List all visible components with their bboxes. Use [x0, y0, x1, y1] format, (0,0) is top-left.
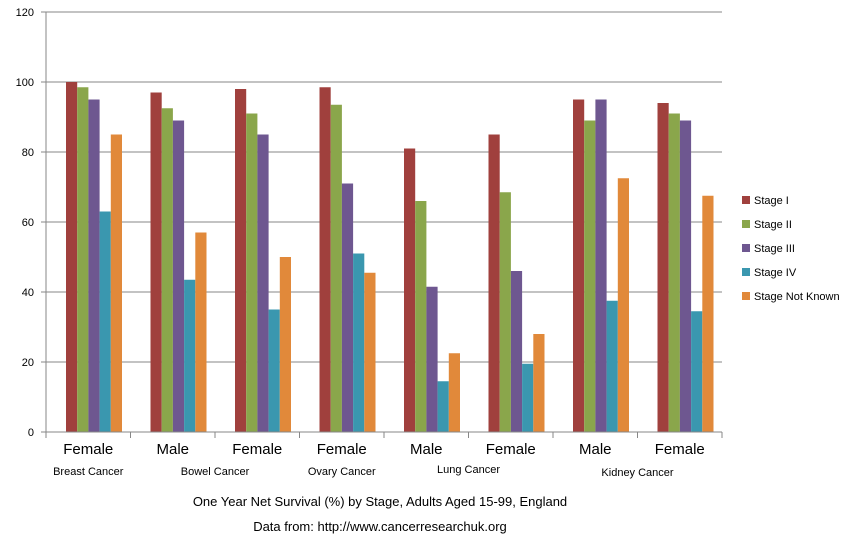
bar: [99, 211, 111, 432]
bar: [702, 195, 714, 432]
x-tick-label: Female: [63, 441, 113, 458]
x-tick-label: Male: [579, 441, 612, 458]
group-label: Ovary Cancer: [308, 466, 376, 478]
legend-swatch: [742, 196, 750, 204]
bar: [595, 99, 607, 432]
group-label: Bowel Cancer: [181, 466, 250, 478]
x-tick-label: Male: [410, 441, 443, 458]
y-tick-label: 100: [16, 77, 34, 89]
bar: [330, 104, 342, 432]
bar: [448, 353, 460, 432]
bar: [404, 148, 416, 432]
legend-label: Stage II: [754, 219, 792, 231]
bar: [279, 257, 291, 432]
x-tick-label: Female: [232, 441, 282, 458]
bar: [522, 363, 534, 432]
x-tick-label: Female: [317, 441, 367, 458]
bar: [246, 113, 258, 432]
bar: [415, 201, 427, 432]
bar: [257, 134, 269, 432]
y-tick-label: 60: [22, 217, 34, 229]
legend-swatch: [742, 268, 750, 276]
y-tick-label: 40: [22, 287, 34, 299]
bar: [195, 232, 207, 432]
legend-swatch: [742, 244, 750, 252]
caption-title: One Year Net Survival (%) by Stage, Adul…: [192, 494, 568, 509]
bar: [437, 381, 449, 432]
bar: [668, 113, 680, 432]
bar: [510, 271, 523, 432]
legend-swatch: [742, 220, 750, 228]
bar: [499, 192, 511, 432]
bar: [77, 87, 89, 432]
bar: [364, 272, 376, 432]
bar: [341, 183, 354, 432]
bar: [573, 99, 585, 432]
bar: [679, 120, 692, 432]
y-tick-label: 120: [16, 7, 34, 19]
axes: 0 20 40 60 80 100 120 Female Male Female Female Mal…: [16, 7, 723, 479]
legend: Stage I Stage II Stage III Stage IV Stage No…: [742, 195, 840, 303]
bar: [110, 134, 122, 432]
legend-label: Stage III: [754, 243, 795, 255]
bar: [488, 134, 500, 432]
group-label: Lung Cancer: [437, 464, 500, 476]
bar: [533, 334, 545, 432]
legend-label: Stage Not Known: [754, 291, 840, 303]
x-tick-label: Male: [156, 441, 189, 458]
bar: [268, 309, 280, 432]
legend-label: Stage I: [754, 195, 789, 207]
bar: [88, 99, 100, 432]
bar: [353, 253, 365, 432]
bar: [617, 178, 629, 432]
y-tick-label: 20: [22, 357, 34, 369]
y-tick-label: 0: [28, 427, 34, 439]
bar: [235, 89, 247, 432]
bars: [66, 82, 714, 432]
y-tick-label: 80: [22, 147, 34, 159]
group-label: Kidney Cancer: [601, 467, 673, 479]
legend-swatch: [742, 292, 750, 300]
bar: [319, 87, 331, 432]
bar: [426, 286, 438, 432]
bar: [172, 120, 185, 432]
bar: [584, 120, 596, 432]
legend-label: Stage IV: [754, 267, 797, 279]
bar: [657, 103, 669, 432]
bar: [66, 82, 78, 432]
bar: [161, 108, 173, 432]
group-label: Breast Cancer: [53, 466, 124, 478]
x-tick-label: Female: [655, 441, 705, 458]
bar: [691, 311, 703, 432]
x-tick-label: Female: [486, 441, 536, 458]
bar: [184, 279, 196, 432]
bar: [606, 300, 618, 432]
caption-source: Data from: http://www.cancerresearchuk.o…: [253, 519, 507, 534]
bar: [150, 92, 162, 432]
